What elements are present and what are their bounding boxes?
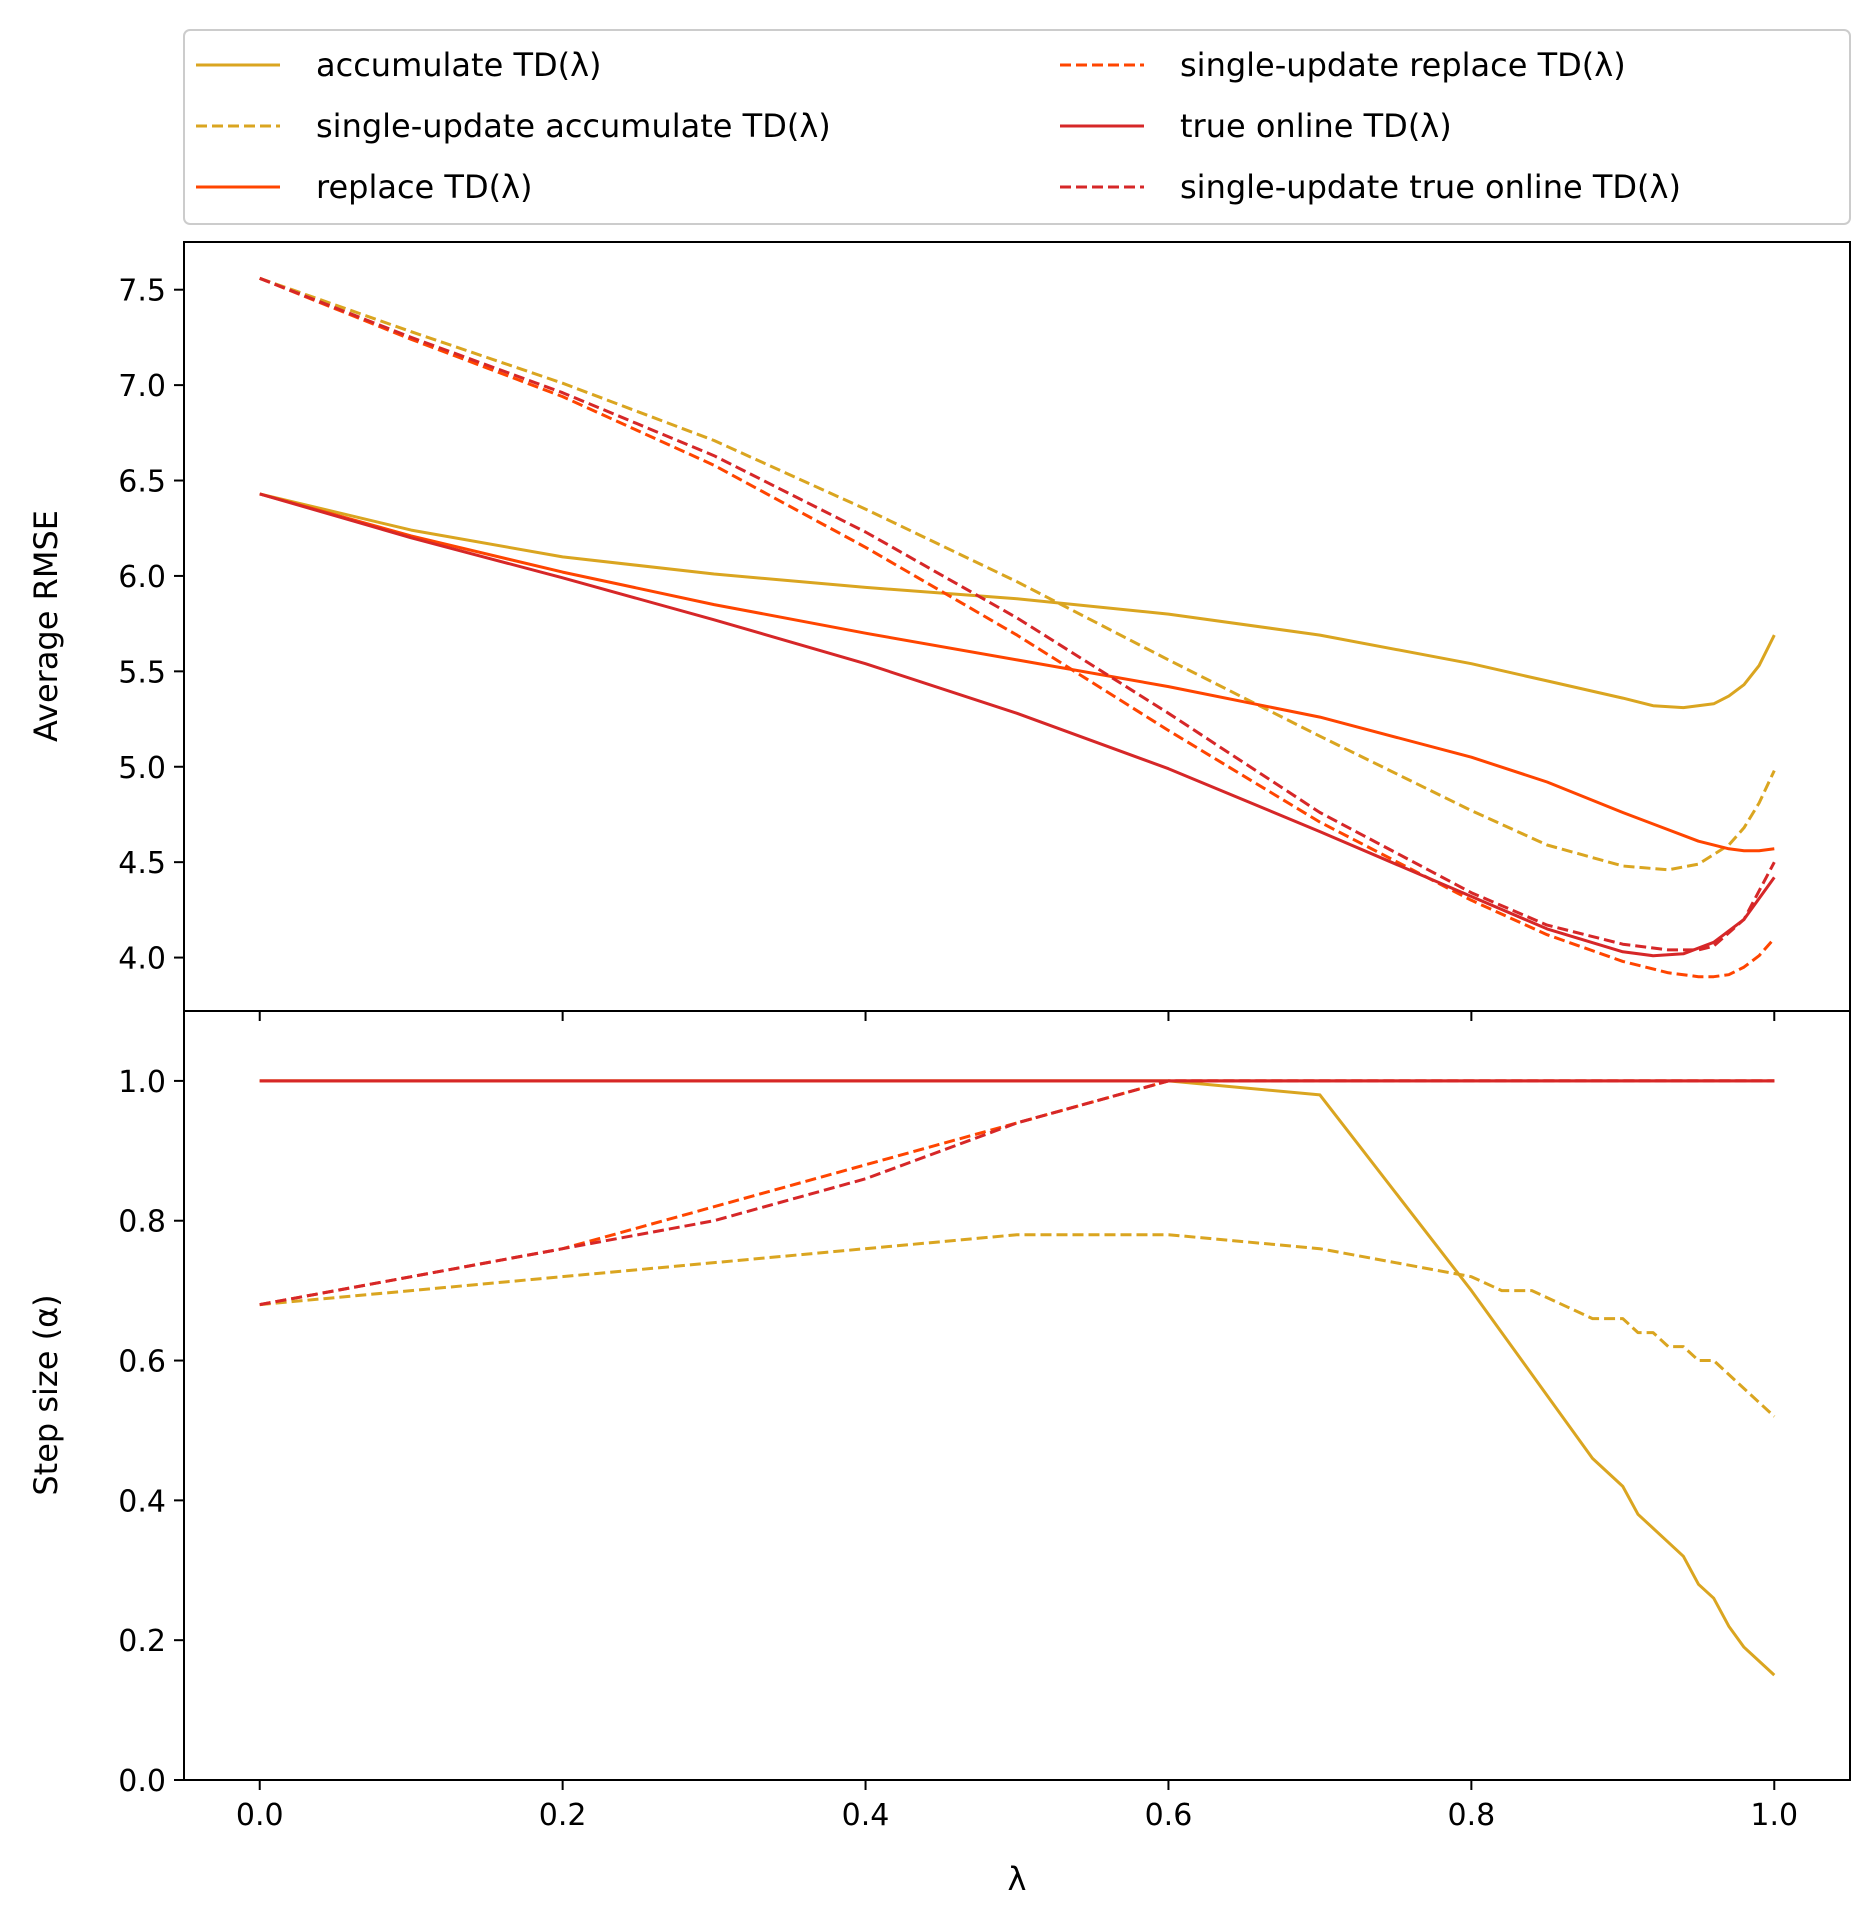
rmse-panel: 4.0 4.5 5.0 5.5 6.0 6.5 7.0 7.5 Average RMSE	[27, 241, 1851, 1021]
y-tick-label: 4.5	[118, 846, 166, 881]
series-line-replace-td	[259, 492, 1775, 853]
y-tick-label: 0.4	[118, 1484, 166, 1519]
legend-label-single-update-accumulate-td: single-update accumulate TD(λ)	[316, 107, 831, 145]
y-tick-label: 6.0	[118, 560, 166, 595]
rmse-axes-frame	[183, 241, 1851, 1012]
legend: accumulate TD(λ) single-update accumulate…	[183, 29, 1851, 225]
y-tick-label: 1.0	[118, 1065, 166, 1100]
x-tick-label: 0.2	[539, 1798, 587, 1833]
stepsize-axes-frame	[183, 1010, 1851, 1781]
x-axis: 0.0 0.2 0.4 0.6 0.8 1.0	[236, 1780, 1798, 1833]
rmse-y-axis: 4.0 4.5 5.0 5.5 6.0 6.5 7.0 7.5	[118, 274, 184, 977]
legend-label-single-update-replace-td: single-update replace TD(λ)	[1180, 46, 1626, 84]
series-line-single-update-replace-td	[259, 276, 1776, 979]
rmse-x-axis-ticks	[258, 1011, 1776, 1021]
y-tick-label: 0.0	[118, 1764, 166, 1799]
legend-label-true-online-td: true online TD(λ)	[1180, 107, 1452, 145]
stepsize-y-axis: 0.0 0.2 0.4 0.6 0.8 1.0	[118, 1065, 184, 1799]
stepsize-plot-area	[259, 1079, 1776, 1677]
series-line-accumulate-td	[259, 492, 1776, 710]
series-line-accumulate-td	[259, 1079, 1776, 1677]
y-tick-label: 0.2	[118, 1624, 166, 1659]
stepsize-y-label: Step size (α)	[27, 1294, 65, 1495]
x-tick-label: 1.0	[1750, 1798, 1798, 1833]
series-line-single-update-true-online-td	[259, 1079, 1775, 1307]
y-tick-label: 0.6	[118, 1345, 166, 1380]
series-line-single-update-accumulate-td	[259, 276, 1776, 872]
x-tick-label: 0.4	[842, 1798, 890, 1833]
legend-items: accumulate TD(λ) single-update accumulate…	[196, 46, 1681, 206]
y-tick-label: 5.0	[118, 751, 166, 786]
legend-label-single-update-true-online-td: single-update true online TD(λ)	[1180, 168, 1681, 206]
stepsize-panel: 0.0 0.2 0.4 0.6 0.8 1.0 0.0 0.2 0.4 0.6 0.8 1.0 St…	[27, 1010, 1851, 1898]
y-tick-label: 4.0	[118, 942, 166, 977]
series-line-single-update-accumulate-td	[259, 1233, 1776, 1418]
series-line-single-update-true-online-td	[259, 276, 1776, 952]
rmse-plot-area	[259, 276, 1776, 979]
y-tick-label: 7.0	[118, 369, 166, 404]
legend-label-replace-td: replace TD(λ)	[316, 168, 533, 206]
x-tick-label: 0.8	[1448, 1798, 1496, 1833]
y-tick-label: 7.5	[118, 274, 166, 309]
y-tick-label: 0.8	[118, 1205, 166, 1240]
x-tick-label: 0.0	[236, 1798, 284, 1833]
y-tick-label: 6.5	[118, 465, 166, 500]
x-tick-label: 0.6	[1145, 1798, 1193, 1833]
legend-frame	[183, 29, 1851, 225]
x-axis-label: λ	[1008, 1860, 1027, 1898]
legend-label-accumulate-td: accumulate TD(λ)	[316, 46, 602, 84]
series-line-true-online-td	[259, 492, 1776, 958]
series-line-single-update-replace-td	[259, 1079, 1775, 1307]
y-tick-label: 5.5	[118, 655, 166, 690]
rmse-y-label: Average RMSE	[27, 510, 65, 742]
